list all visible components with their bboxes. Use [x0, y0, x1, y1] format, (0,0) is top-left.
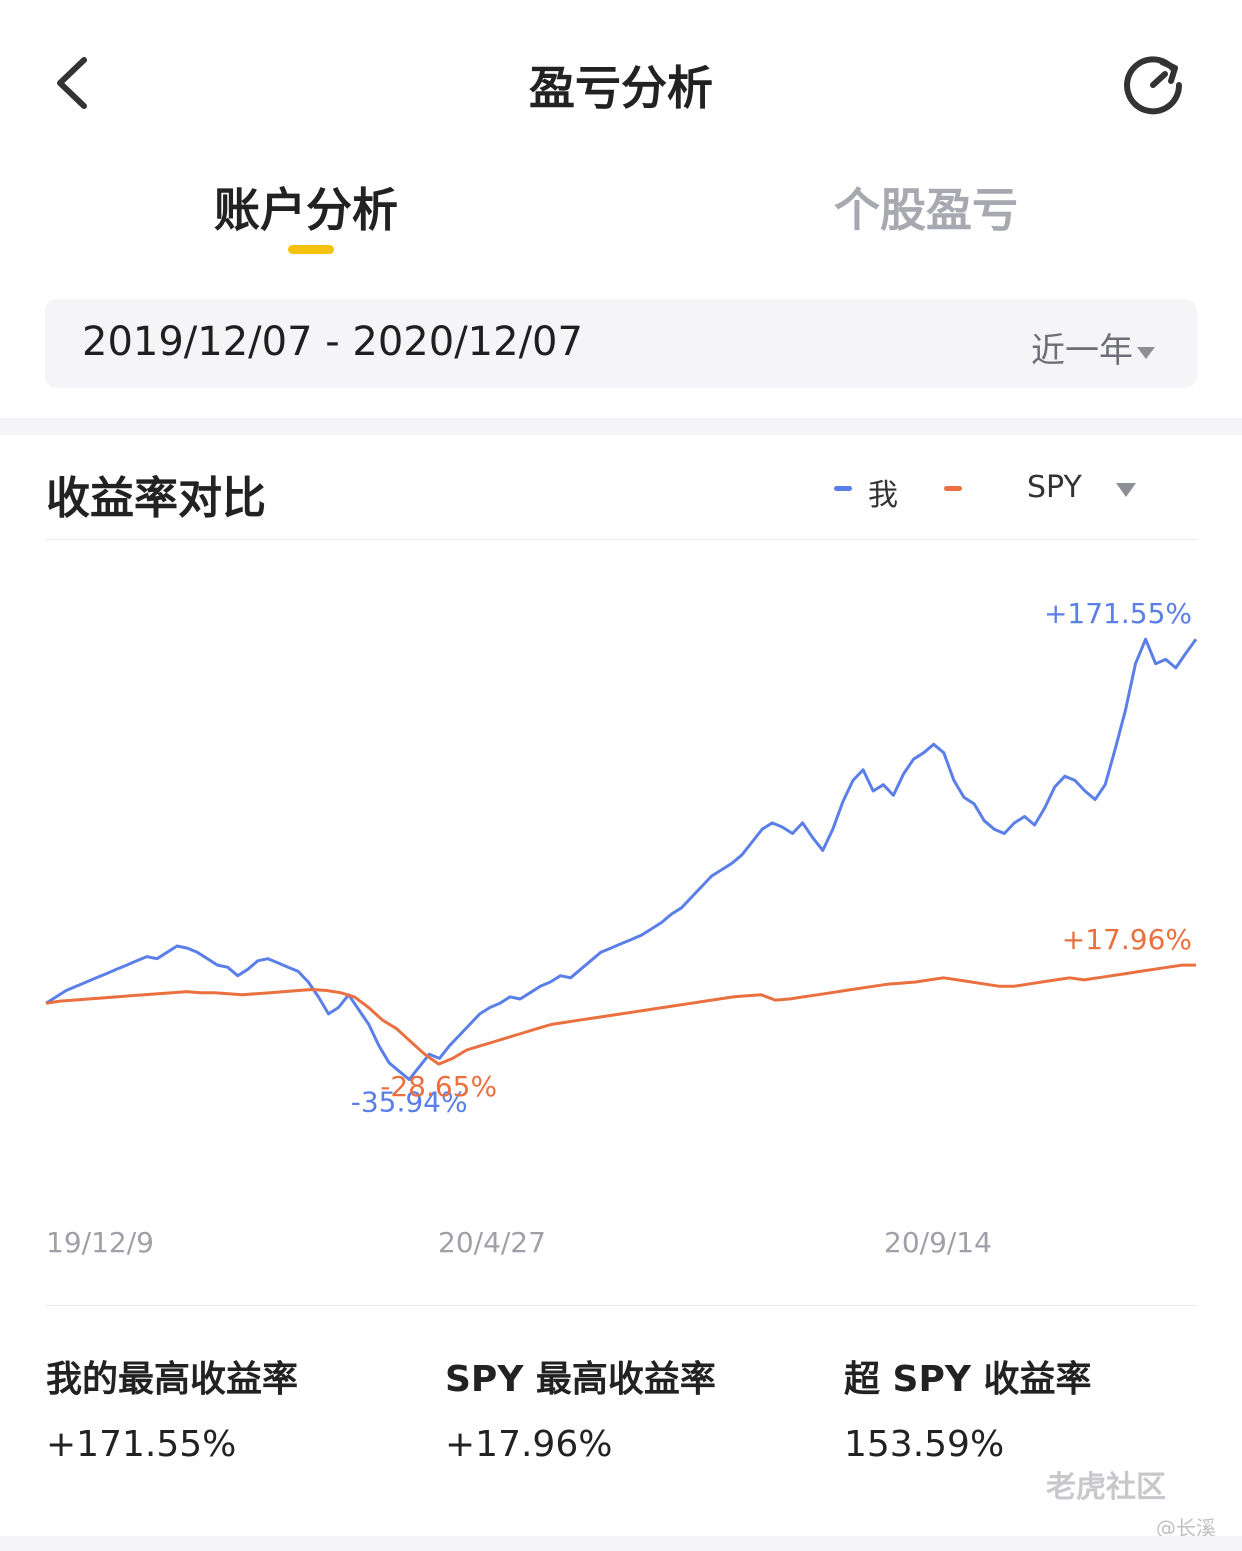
legend-label-spy: SPY	[1027, 470, 1082, 505]
stat-value: +17.96%	[445, 1424, 613, 1465]
period-label: 近一年	[1031, 331, 1133, 371]
legend-dash-me	[834, 486, 852, 491]
stat-label: 我的最高收益率	[46, 1359, 299, 1400]
header: 盈亏分析	[0, 0, 1242, 160]
watermark-brand: 老虎社区	[1046, 1470, 1166, 1505]
data-label: -28.65%	[380, 1070, 497, 1103]
chevron-left-icon	[57, 57, 87, 109]
stats-divider	[45, 1305, 1197, 1306]
period-dropdown[interactable]: 近一年	[1031, 323, 1155, 372]
data-label: -35.94%	[351, 1086, 468, 1119]
tab-stock-pnl[interactable]: 个股盈亏	[834, 183, 1018, 237]
stat-label: SPY 最高收益率	[445, 1359, 716, 1400]
section-divider	[0, 418, 1242, 435]
legend-dash-spy	[944, 486, 962, 491]
stat-label: 超 SPY 收益率	[844, 1359, 1092, 1400]
caret-down-icon	[1137, 346, 1155, 359]
stat-spy-max-return: SPY 最高收益率 +17.96%	[445, 1350, 716, 1465]
legend-label-me: 我	[868, 478, 898, 513]
bottom-spacer	[0, 1536, 1242, 1551]
stat-my-max-return: 我的最高收益率 +171.55%	[46, 1350, 298, 1465]
date-range-text: 2019/12/07 - 2020/12/07	[82, 319, 583, 365]
stat-value: 153.59%	[844, 1424, 1005, 1465]
active-tab-indicator	[288, 245, 334, 254]
benchmark-dropdown-icon[interactable]	[1116, 483, 1136, 497]
back-button[interactable]	[40, 48, 110, 118]
chart-top-divider	[45, 539, 1197, 540]
series-line-me	[45, 637, 1198, 1081]
tab-account-analysis[interactable]: 账户分析	[214, 183, 398, 237]
stat-excess-return: 超 SPY 收益率 153.59%	[844, 1350, 1091, 1465]
data-label: +171.55%	[1044, 597, 1192, 630]
refresh-icon	[1124, 56, 1183, 115]
return-comparison-chart: +171.55% -35.94%-28.65% +17.96%	[45, 597, 1198, 1119]
x-tick-label: 20/4/27	[438, 1226, 546, 1259]
stat-value: +171.55%	[46, 1424, 237, 1465]
series-line-spy	[45, 963, 1196, 1066]
refresh-button[interactable]	[1116, 48, 1190, 122]
x-tick-label: 19/12/9	[46, 1226, 154, 1259]
data-label: +17.96%	[1062, 923, 1192, 956]
chart-title: 收益率对比	[46, 473, 266, 524]
page-title: 盈亏分析	[529, 61, 713, 115]
date-range-selector[interactable]: 2019/12/07 - 2020/12/07 近一年	[45, 299, 1197, 388]
x-tick-label: 20/9/14	[884, 1226, 992, 1259]
